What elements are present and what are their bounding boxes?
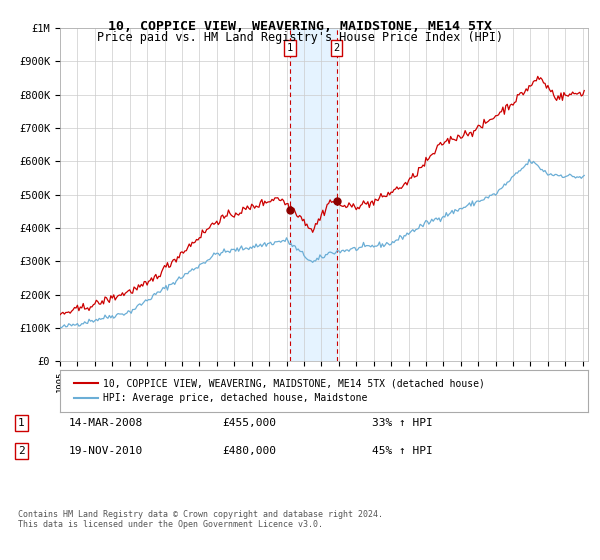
Text: 33% ↑ HPI: 33% ↑ HPI xyxy=(372,418,433,428)
Text: £455,000: £455,000 xyxy=(222,418,276,428)
Legend: 10, COPPICE VIEW, WEAVERING, MAIDSTONE, ME14 5TX (detached house), HPI: Average : 10, COPPICE VIEW, WEAVERING, MAIDSTONE, … xyxy=(70,374,489,407)
Text: Price paid vs. HM Land Registry's House Price Index (HPI): Price paid vs. HM Land Registry's House … xyxy=(97,31,503,44)
Text: 19-NOV-2010: 19-NOV-2010 xyxy=(69,446,143,456)
Text: 14-MAR-2008: 14-MAR-2008 xyxy=(69,418,143,428)
Text: 2: 2 xyxy=(18,446,25,456)
Bar xyxy=(290,28,337,361)
Text: Contains HM Land Registry data © Crown copyright and database right 2024.
This d: Contains HM Land Registry data © Crown c… xyxy=(18,510,383,529)
Text: 45% ↑ HPI: 45% ↑ HPI xyxy=(372,446,433,456)
Text: 1: 1 xyxy=(287,43,293,53)
Text: 10, COPPICE VIEW, WEAVERING, MAIDSTONE, ME14 5TX: 10, COPPICE VIEW, WEAVERING, MAIDSTONE, … xyxy=(108,20,492,32)
Text: £480,000: £480,000 xyxy=(222,446,276,456)
Text: 2: 2 xyxy=(334,43,340,53)
Text: 1: 1 xyxy=(18,418,25,428)
